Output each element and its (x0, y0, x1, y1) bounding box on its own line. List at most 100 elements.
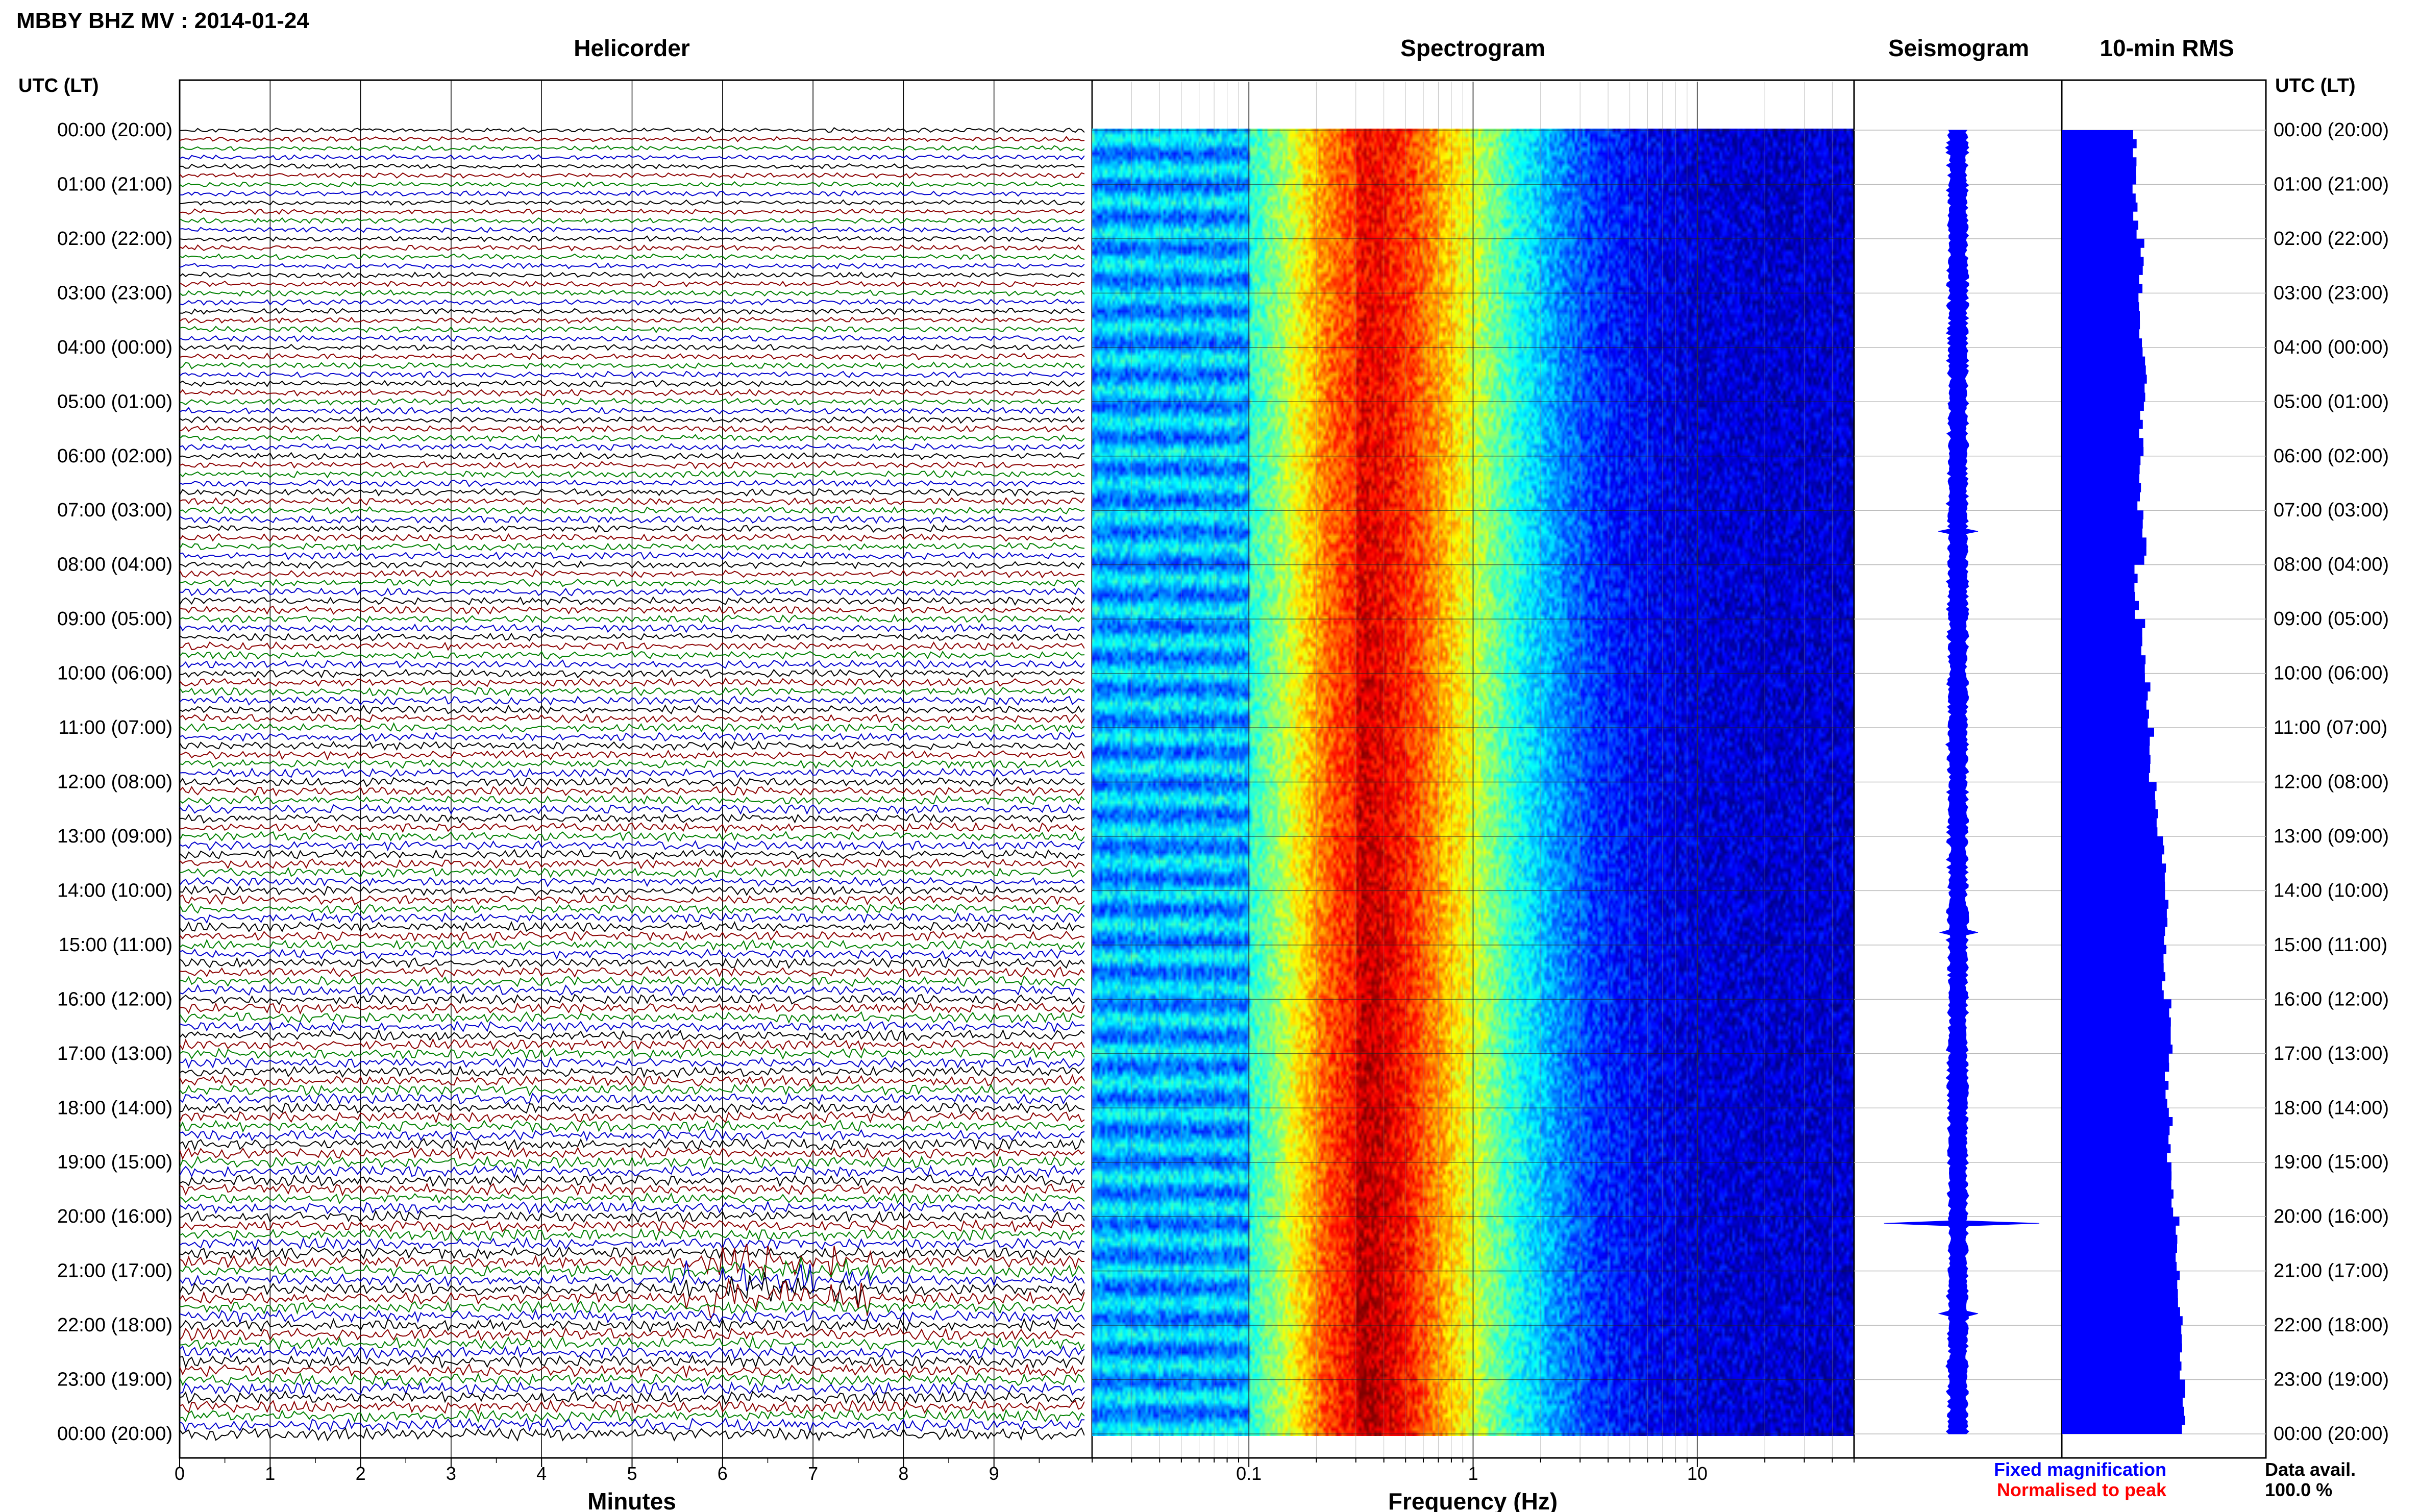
helicorder-trace-line (180, 308, 1084, 315)
helicorder-trace-line (180, 1354, 1084, 1369)
hour-label: 00:00 (20:00) (2274, 1423, 2389, 1445)
helicorder-frame (179, 79, 1093, 1459)
helicorder-trace-line (180, 262, 1084, 269)
helicorder-trace-line (180, 876, 1084, 887)
helicorder-trace-line (180, 1056, 1084, 1069)
helicorder-trace-line (180, 1335, 1084, 1351)
helicorder-trace-line (180, 1011, 1084, 1024)
helicorder-trace-line (180, 343, 1084, 351)
hour-label: 23:00 (19:00) (2274, 1369, 2389, 1391)
helicorder-trace-line (180, 488, 1084, 497)
hour-label: 05:00 (01:00) (2274, 391, 2389, 412)
helicorder-trace-line (180, 813, 1084, 824)
helicorder-trace-line (180, 975, 1084, 987)
helicorder-trace-line (180, 1038, 1084, 1051)
hour-label: 20:00 (16:00) (2274, 1206, 2389, 1227)
helicorder-trace-line (180, 614, 1084, 624)
spectrogram-gridlines (1092, 82, 1855, 1457)
hour-label: 06:00 (02:00) (57, 445, 172, 467)
helicorder-trace-line (180, 533, 1084, 542)
helicorder-trace-line (180, 677, 1084, 687)
helicorder-trace-line (180, 334, 1084, 342)
minute-tick-label: 6 (718, 1463, 728, 1484)
helicorder-trace-line (180, 903, 1084, 914)
hour-label: 03:00 (23:00) (57, 282, 172, 304)
hour-label: 00:00 (20:00) (57, 1423, 172, 1445)
helicorder-trace-line (180, 181, 1084, 188)
helicorder-trace-line (180, 1155, 1084, 1170)
rms-bars (2062, 130, 2185, 1434)
hour-label: 10:00 (06:00) (57, 663, 172, 684)
helicorder-trace-line (180, 651, 1084, 660)
utc-label-right: UTC (LT) (2275, 75, 2356, 96)
hour-label: 19:00 (15:00) (57, 1152, 172, 1173)
helicorder-trace-line (180, 479, 1084, 488)
helicorder-trace-line (180, 1200, 1084, 1214)
helicorder-trace-line (180, 1174, 1084, 1187)
helicorder-trace-line (180, 831, 1084, 842)
helicorder-trace-line (180, 316, 1084, 324)
helicorder-trace-line (180, 1300, 1084, 1315)
helicorder-trace-line (180, 515, 1084, 524)
hour-label: 06:00 (02:00) (2274, 445, 2389, 467)
helicorder-trace-line (180, 921, 1084, 933)
hour-label: 14:00 (10:00) (2274, 880, 2389, 901)
helicorder-trace-line (180, 1327, 1084, 1342)
hour-labels-right: 00:00 (20:00) 01:00 (21:00) 02:00 (22:00) 0… (2274, 119, 2389, 1445)
helicorder-trace-line (180, 587, 1084, 597)
hour-label: 07:00 (03:00) (2274, 500, 2389, 521)
hour-label: 12:00 (08:00) (2274, 772, 2389, 793)
helicorder-trace-line (180, 1372, 1084, 1387)
helicorder-trace-line (180, 1029, 1084, 1042)
helicorder-trace-line (180, 1092, 1084, 1105)
helicorder-trace-line (180, 569, 1084, 579)
helicorder-trace-line (180, 280, 1084, 288)
data-availability-label: Data avail. (2265, 1459, 2356, 1480)
hour-label: 21:00 (17:00) (57, 1260, 172, 1282)
helicorder-trace-line (180, 1318, 1084, 1333)
hour-label: 17:00 (13:00) (57, 1043, 172, 1064)
helicorder-trace-line (180, 172, 1084, 179)
helicorder-trace-line (180, 668, 1084, 679)
helicorder-trace-line (180, 271, 1084, 279)
helicorder-trace-line (180, 370, 1084, 379)
helicorder-trace-line (180, 938, 1084, 951)
hour-label: 22:00 (18:00) (2274, 1315, 2389, 1336)
helicorder-trace-line (180, 127, 1084, 133)
helicorder-traces (180, 127, 1084, 1442)
helicorder-trace-line (180, 930, 1084, 942)
helicorder-trace-line (180, 1228, 1084, 1242)
helicorder-trace-line (180, 425, 1084, 433)
hour-label: 07:00 (03:00) (57, 500, 172, 521)
helicorder-trace-line (180, 352, 1084, 361)
helicorder-title: Helicorder (574, 35, 690, 61)
helicorder-trace-line (180, 1192, 1084, 1205)
helicorder-trace-line (180, 641, 1084, 651)
helicorder-trace-line (180, 1260, 1084, 1294)
helicorder-trace-line (180, 759, 1084, 770)
helicorder-trace-line (180, 804, 1084, 815)
hour-label: 22:00 (18:00) (57, 1315, 172, 1336)
helicorder-trace-line (180, 434, 1084, 442)
helicorder-trace-line (180, 208, 1084, 215)
hour-label: 18:00 (14:00) (57, 1097, 172, 1119)
helicorder-trace-line (180, 406, 1084, 415)
hour-label: 09:00 (05:00) (57, 608, 172, 630)
helicorder-trace-line (180, 858, 1084, 870)
helicorder-trace-line (180, 686, 1084, 697)
helicorder-trace-line (180, 298, 1084, 306)
helicorder-trace-line (180, 253, 1084, 261)
helicorder-trace-line (180, 722, 1084, 733)
helicorder-trace-line (180, 1417, 1084, 1433)
helicorder-trace-line (180, 461, 1084, 469)
helicorder-trace-line (180, 911, 1084, 924)
helicorder-trace-line (180, 1363, 1084, 1379)
helicorder-trace-line (180, 1399, 1084, 1415)
helicorder-trace-line (180, 1246, 1084, 1260)
hour-label: 12:00 (08:00) (57, 772, 172, 793)
hour-label: 03:00 (23:00) (2274, 282, 2389, 304)
helicorder-x-ticks: 0 1 2 3 4 5 6 7 8 9 (175, 1458, 1040, 1484)
helicorder-trace-line (180, 713, 1084, 724)
minute-tick-label: 7 (808, 1463, 818, 1484)
helicorder-trace-line (180, 849, 1084, 860)
